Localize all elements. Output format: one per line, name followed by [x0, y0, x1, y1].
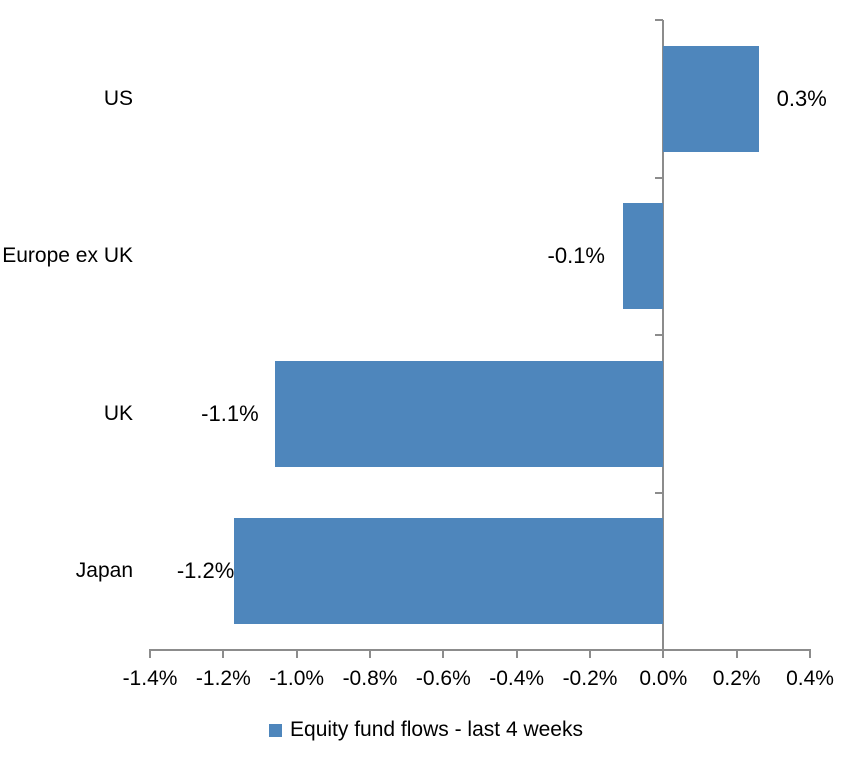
data-label: -1.2% [176, 558, 235, 584]
x-axis-tick [149, 650, 151, 658]
bar-europe-ex-uk [623, 203, 664, 310]
x-axis-tick-label: -1.4% [122, 667, 178, 690]
x-axis-tick [442, 650, 445, 658]
legend-swatch-icon [269, 723, 283, 737]
data-label: -1.1% [201, 400, 259, 426]
x-axis-tick-label: 0.2% [712, 667, 761, 690]
x-axis-tick [589, 650, 591, 658]
x-axis-tick-label: 0.0% [639, 667, 688, 690]
x-axis-tick [295, 650, 298, 658]
category-axis-tick [655, 176, 664, 179]
legend: Equity fund flows - last 4 weeks [0, 717, 852, 743]
x-axis-tick [369, 650, 371, 658]
x-axis-tick [735, 650, 738, 658]
data-label: -0.1% [547, 243, 605, 269]
x-axis-tick-label: 0.4% [786, 667, 834, 690]
bar-japan [234, 518, 664, 625]
bar-us [663, 45, 759, 152]
category-label: US [103, 86, 133, 110]
x-axis-tick [809, 650, 811, 658]
value-axis-line [662, 20, 665, 658]
x-axis-tick [222, 650, 225, 658]
category-label: UK [103, 401, 133, 425]
category-label: Europe ex UK [2, 244, 133, 268]
x-axis-tick [515, 650, 518, 658]
x-axis-tick [662, 650, 665, 658]
x-axis-tick-label: -0.2% [562, 667, 618, 690]
x-axis-tick-label: -1.0% [269, 667, 325, 690]
legend-label: Equity fund flows - last 4 weeks [290, 718, 583, 741]
x-axis-line [149, 649, 811, 651]
category-axis-tick [655, 334, 664, 336]
x-axis-tick-label: -0.6% [415, 667, 471, 690]
x-axis-tick-label: -0.4% [489, 667, 545, 690]
data-label: 0.3% [776, 85, 827, 111]
category-axis-tick [655, 491, 664, 494]
bar-uk [274, 360, 664, 467]
category-axis-tick [655, 19, 664, 21]
x-axis-tick-label: -0.8% [342, 667, 398, 690]
x-axis-tick-label: -1.2% [195, 667, 251, 690]
category-label: Japan [75, 559, 133, 583]
